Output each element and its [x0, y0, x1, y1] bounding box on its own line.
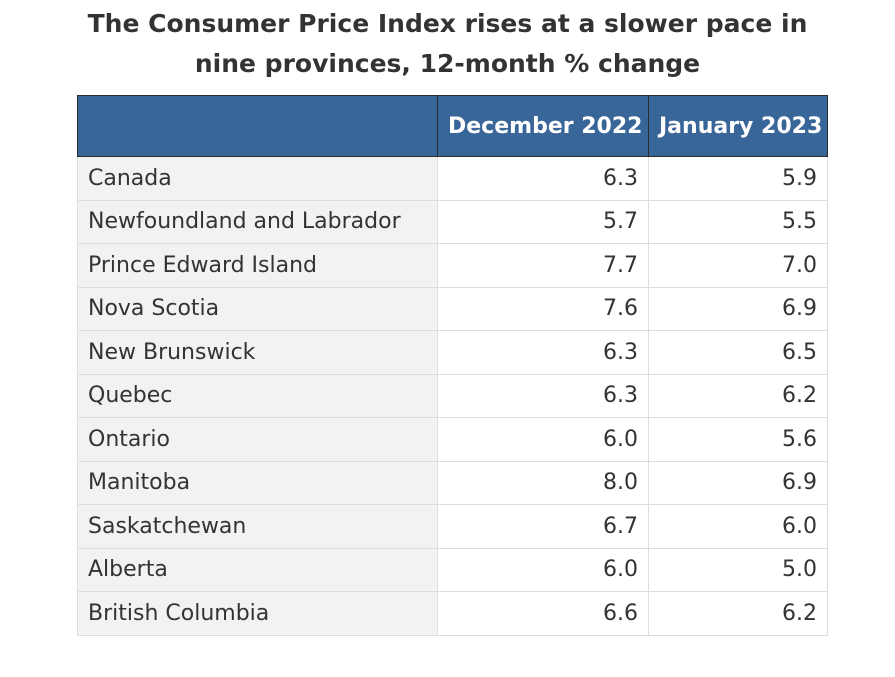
- value-december-2022: 6.6: [437, 591, 649, 636]
- value-december-2022: 6.0: [437, 547, 649, 592]
- table-row: Saskatchewan 6.7 6.0: [77, 504, 828, 549]
- table-row: Manitoba 8.0 6.9: [77, 460, 828, 505]
- row-label: Nova Scotia: [77, 286, 438, 331]
- table-row: Alberta 6.0 5.0: [77, 547, 828, 592]
- value-december-2022: 6.3: [437, 330, 649, 375]
- row-label: Manitoba: [77, 460, 438, 505]
- value-january-2023: 5.6: [648, 417, 828, 462]
- table-row: Prince Edward Island 7.7 7.0: [77, 243, 828, 288]
- value-january-2023: 6.9: [648, 460, 828, 505]
- value-january-2023: 6.2: [648, 591, 828, 636]
- table-row: Quebec 6.3 6.2: [77, 373, 828, 418]
- table-row: Ontario 6.0 5.6: [77, 417, 828, 462]
- table-row: British Columbia 6.6 6.2: [77, 591, 828, 636]
- chart-title-line-1: The Consumer Price Index rises at a slow…: [87, 9, 808, 38]
- value-december-2022: 6.3: [437, 373, 649, 418]
- table-row: New Brunswick 6.3 6.5: [77, 330, 828, 375]
- table-header-row: December 2022 January 2023: [77, 95, 828, 157]
- value-december-2022: 7.6: [437, 286, 649, 331]
- header-region: [77, 95, 438, 157]
- table-row: Nova Scotia 7.6 6.9: [77, 286, 828, 331]
- value-january-2023: 7.0: [648, 243, 828, 288]
- row-label: Newfoundland and Labrador: [77, 199, 438, 244]
- cpi-table: December 2022 January 2023 Canada 6.3 5.9 N…: [77, 95, 828, 636]
- row-label: Quebec: [77, 373, 438, 418]
- value-january-2023: 5.9: [648, 156, 828, 201]
- table-row: Newfoundland and Labrador 5.7 5.5: [77, 199, 828, 244]
- value-january-2023: 6.5: [648, 330, 828, 375]
- row-label: Prince Edward Island: [77, 243, 438, 288]
- chart-title: The Consumer Price Index rises at a slow…: [0, 4, 895, 84]
- row-label: Alberta: [77, 547, 438, 592]
- value-december-2022: 6.7: [437, 504, 649, 549]
- row-label: Canada: [77, 156, 438, 201]
- value-december-2022: 8.0: [437, 460, 649, 505]
- row-label: British Columbia: [77, 591, 438, 636]
- table-row: Canada 6.3 5.9: [77, 156, 828, 201]
- chart-title-line-2: nine provinces, 12-month % change: [194, 49, 701, 78]
- table-body: Canada 6.3 5.9 Newfoundland and Labrador 5.7…: [77, 156, 828, 636]
- value-december-2022: 6.0: [437, 417, 649, 462]
- value-january-2023: 5.5: [648, 199, 828, 244]
- value-january-2023: 6.0: [648, 504, 828, 549]
- value-december-2022: 5.7: [437, 199, 649, 244]
- value-january-2023: 6.9: [648, 286, 828, 331]
- row-label: New Brunswick: [77, 330, 438, 375]
- value-december-2022: 6.3: [437, 156, 649, 201]
- header-december-2022: December 2022: [437, 95, 649, 157]
- value-january-2023: 6.2: [648, 373, 828, 418]
- value-december-2022: 7.7: [437, 243, 649, 288]
- row-label: Ontario: [77, 417, 438, 462]
- row-label: Saskatchewan: [77, 504, 438, 549]
- value-january-2023: 5.0: [648, 547, 828, 592]
- header-january-2023: January 2023: [648, 95, 828, 157]
